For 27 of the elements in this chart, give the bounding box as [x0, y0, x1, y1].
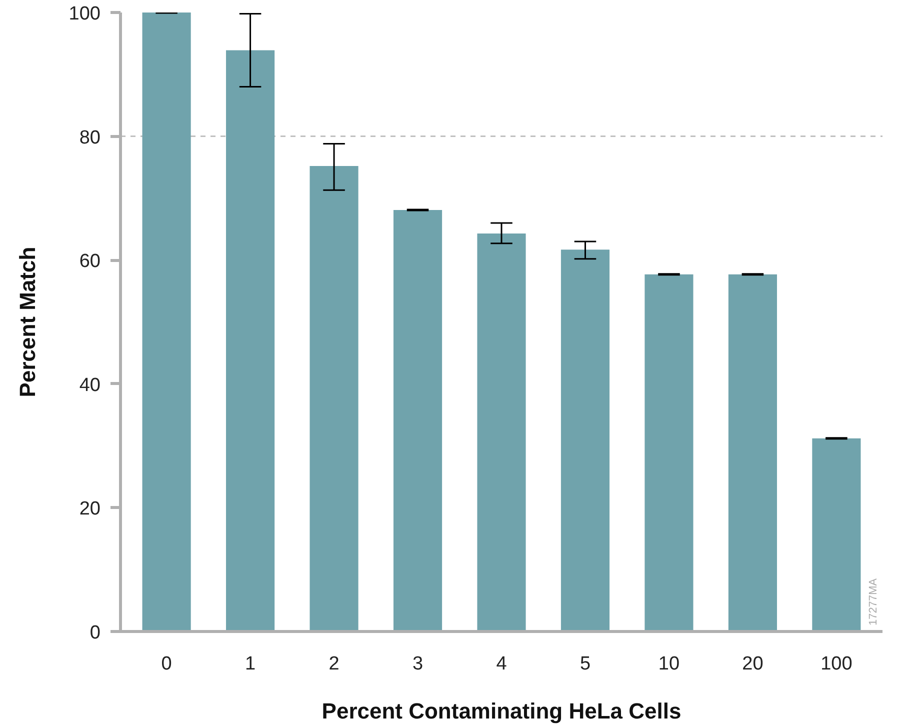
bar — [310, 166, 358, 632]
y-axis-title: Percent Match — [14, 246, 40, 398]
bar — [477, 233, 526, 632]
y-tick-label: 0 — [90, 622, 101, 644]
bar — [560, 250, 610, 632]
x-axis-title: Percent Contaminating HeLa Cells — [322, 698, 682, 724]
x-tick-label: 3 — [412, 654, 424, 674]
bar — [226, 50, 275, 632]
x-tick-label: 4 — [496, 654, 508, 674]
bar — [728, 274, 777, 632]
x-tick-label: 1 — [245, 654, 256, 674]
x-tick-label: 20 — [742, 654, 764, 674]
y-tick-label: 100 — [68, 4, 100, 24]
x-tick-label: 10 — [658, 654, 680, 674]
x-tick-label: 2 — [328, 654, 340, 674]
bar — [142, 12, 191, 632]
y-tick-label: 80 — [79, 127, 101, 148]
annotation: 17277MA — [868, 578, 880, 626]
y-tick-label: 20 — [79, 498, 101, 520]
y-tick-label: 40 — [79, 374, 101, 396]
x-tick-label: 0 — [161, 654, 172, 674]
x-tick-label: 5 — [580, 654, 591, 674]
y-tick-label: 60 — [79, 251, 101, 272]
bar — [644, 274, 694, 632]
x-tick-label: 100 — [820, 654, 852, 674]
bar — [393, 210, 442, 632]
bar — [812, 438, 861, 632]
